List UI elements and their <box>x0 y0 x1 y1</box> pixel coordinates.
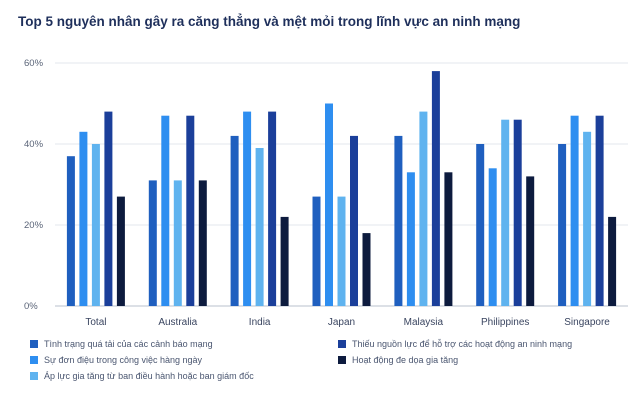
legend-swatch <box>338 340 346 348</box>
legend-item: Áp lực gia tăng từ ban điều hành hoặc ba… <box>30 371 254 381</box>
bar-total-series-2 <box>79 131 88 306</box>
legend-item: Hoạt động đe dọa gia tăng <box>338 355 458 365</box>
bar-japan-series-5 <box>362 233 371 306</box>
bar-japan-series-1 <box>312 196 321 306</box>
legend-swatch <box>30 372 38 380</box>
bar-singapore-series-3 <box>583 131 592 306</box>
y-tick-label: 60% <box>24 58 44 69</box>
bar-total-series-5 <box>116 196 125 306</box>
bar-singapore-series-4 <box>595 115 604 306</box>
bar-india-series-3 <box>255 148 264 306</box>
x-tick-label: India <box>249 317 271 328</box>
bar-japan-series-2 <box>325 103 333 306</box>
legend-swatch <box>338 356 346 364</box>
y-axis-ticks: 0% 20% 40% 60% <box>24 58 44 312</box>
bar-singapore-series-2 <box>570 115 579 306</box>
bar-philippines-series-3 <box>501 119 510 306</box>
legend-swatch <box>30 356 38 364</box>
x-tick-label: Australia <box>158 317 197 328</box>
x-tick-label: Malaysia <box>404 317 444 328</box>
bar-malaysia-series-5 <box>444 172 453 306</box>
x-axis-ticks: Total Australia India Japan Malaysia Philippi… <box>85 317 610 328</box>
bar-malaysia-series-3 <box>419 111 428 306</box>
chart-title: Top 5 nguyên nhân gây ra căng thẳng và m… <box>18 14 521 29</box>
bar-malaysia-series-1 <box>394 135 403 306</box>
bar-japan-series-3 <box>337 196 346 306</box>
legend-item: Tình trạng quá tải của các cảnh báo mạng <box>30 339 213 349</box>
bar-malaysia-series-4 <box>431 71 440 306</box>
legend-label: Tình trạng quá tải của các cảnh báo mạng <box>44 339 213 349</box>
bar-singapore-series-1 <box>558 144 567 306</box>
bar-australia-series-1 <box>148 180 157 306</box>
bar-india-series-5 <box>280 216 289 306</box>
bar-australia-series-2 <box>161 115 170 306</box>
bar-singapore-series-5 <box>608 216 617 306</box>
bar-total-series-3 <box>91 144 100 306</box>
y-tick-label: 40% <box>24 139 44 150</box>
bar-india-series-4 <box>268 111 277 306</box>
bar-japan-series-4 <box>350 135 358 306</box>
x-tick-label: Singapore <box>564 317 610 328</box>
bar-australia-series-5 <box>198 180 207 306</box>
bar-philippines-series-2 <box>488 168 497 306</box>
bar-australia-series-3 <box>173 180 182 306</box>
bar-philippines-series-1 <box>476 144 485 306</box>
bar-total-series-1 <box>66 156 75 306</box>
legend-swatch <box>30 340 38 348</box>
legend-label: Áp lực gia tăng từ ban điều hành hoặc ba… <box>44 371 254 381</box>
bar-malaysia-series-2 <box>406 172 415 306</box>
x-tick-label: Philippines <box>481 317 529 328</box>
bar-chart: 0% 20% 40% 60% Total Australia India Japan Mala… <box>24 58 628 328</box>
legend-item: Sự đơn điệu trong công việc hàng ngày <box>30 355 202 365</box>
x-tick-label: Total <box>85 317 106 328</box>
legend-item: Thiếu nguồn lực để hỗ trợ các hoạt động … <box>338 339 572 349</box>
legend: Tình trạng quá tải của các cảnh báo mạng… <box>30 339 630 391</box>
bar-philippines-series-4 <box>513 119 522 306</box>
bar-philippines-series-5 <box>526 176 535 306</box>
x-tick-label: Japan <box>328 317 355 328</box>
bar-india-series-2 <box>243 111 252 306</box>
bar-australia-series-4 <box>186 115 195 306</box>
y-tick-label: 0% <box>24 301 38 312</box>
legend-label: Sự đơn điệu trong công việc hàng ngày <box>44 355 203 365</box>
legend-label: Thiếu nguồn lực để hỗ trợ các hoạt động … <box>352 339 573 349</box>
y-tick-label: 20% <box>24 220 44 231</box>
bar-india-series-1 <box>230 135 239 306</box>
bar-total-series-4 <box>104 111 113 306</box>
bars <box>66 71 617 306</box>
legend-label: Hoạt động đe dọa gia tăng <box>352 355 459 365</box>
